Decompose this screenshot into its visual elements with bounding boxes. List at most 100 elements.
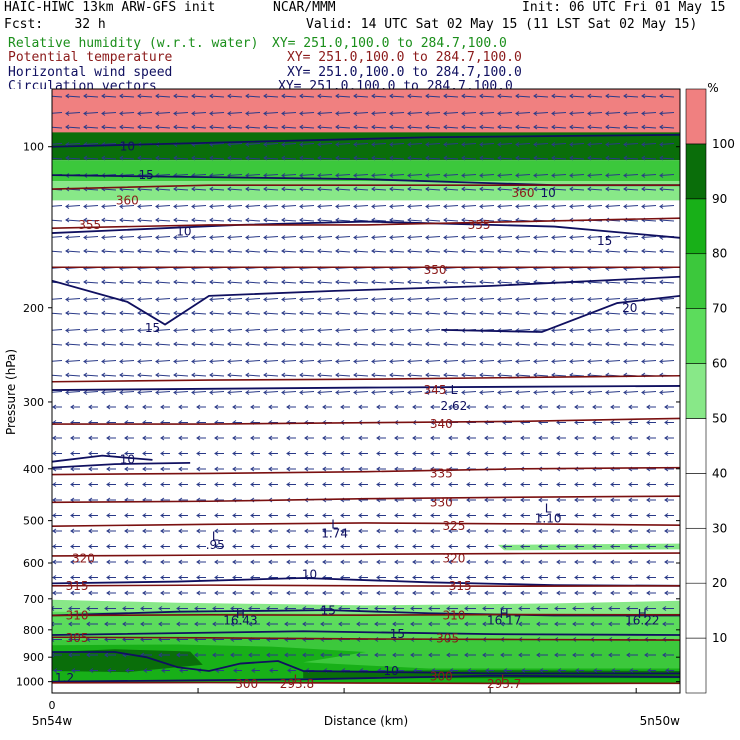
- vector-117: [263, 143, 279, 145]
- vector-539: [299, 329, 315, 331]
- vector-head-542: [353, 328, 358, 333]
- vector-head-575: [317, 341, 322, 347]
- vector-head-715: [322, 404, 327, 410]
- vector-head-1061: [250, 559, 255, 565]
- vector-272: [533, 205, 549, 207]
- vector-head-723: [466, 404, 471, 410]
- vector-313: [641, 219, 657, 222]
- vector-head-92: [443, 124, 448, 130]
- vector-head-653: [461, 372, 466, 378]
- vector-head-793: [466, 435, 471, 441]
- vector-head-356: [155, 248, 160, 254]
- vector-head-788: [376, 435, 381, 441]
- vector-587: [533, 343, 549, 346]
- vector-head-1056: [160, 559, 165, 565]
- vector-head-493: [101, 310, 106, 316]
- vector-head-691: [515, 390, 520, 395]
- vector-558: [641, 329, 657, 331]
- vector-122: [353, 143, 369, 145]
- vector-head-646: [335, 372, 340, 378]
- vector-383: [641, 250, 657, 253]
- vector-216: [155, 188, 171, 191]
- vector-head-1329: [665, 668, 670, 673]
- vector-head-11: [245, 93, 250, 99]
- vector-63: [551, 112, 567, 114]
- vector-head-323: [191, 235, 196, 240]
- vector-382: [623, 250, 639, 253]
- vector-275: [587, 205, 603, 207]
- vector-55: [407, 112, 423, 114]
- vector-682: [353, 391, 369, 393]
- vector-head-700: [52, 404, 57, 410]
- vector-head-1148: [556, 590, 561, 596]
- vector-head-1133: [286, 590, 291, 596]
- vector-head-135: [587, 142, 592, 147]
- vector-23: [461, 95, 477, 98]
- vector-96: [515, 126, 531, 129]
- vector-49: [299, 112, 315, 114]
- vector-head-25: [497, 93, 502, 99]
- vector-head-608: [281, 359, 286, 364]
- vector-head-1292: [626, 652, 631, 658]
- vector-head-539: [299, 328, 304, 333]
- vector-head-481: [515, 297, 520, 302]
- vector-head-998: [376, 528, 381, 534]
- vector-head-248: [101, 204, 106, 209]
- vector-head-154: [299, 155, 304, 161]
- vector-head-1164: [212, 606, 217, 611]
- vector-head-1191: [68, 621, 73, 627]
- vector-head-369: [389, 248, 394, 254]
- vector-183: [191, 174, 207, 176]
- vector-338: [461, 236, 477, 238]
- vector-head-815: [232, 451, 237, 456]
- vector-229: [389, 188, 405, 191]
- wind-contour-7: [52, 462, 191, 469]
- vector-head-1009: [574, 528, 579, 534]
- vector-260: [317, 205, 333, 207]
- vector-455: [52, 298, 63, 300]
- vector-head-957: [268, 513, 273, 518]
- vector-head-246: [65, 204, 70, 209]
- vector-head-527: [83, 328, 88, 333]
- vector-head-1183: [554, 606, 559, 611]
- vector-196: [425, 174, 441, 176]
- vector-180: [137, 174, 153, 176]
- isentrope-325: [52, 522, 680, 527]
- vector-head-988: [196, 528, 201, 534]
- vector-436: [335, 281, 351, 284]
- vector-head-61: [515, 111, 520, 116]
- vector-head-1136: [340, 590, 345, 596]
- vector-head-422: [83, 279, 88, 285]
- vector-470: [317, 298, 333, 300]
- vector-head-325: [227, 235, 232, 240]
- vector-303: [461, 219, 477, 222]
- vector-348: [641, 236, 657, 238]
- vector-head-46: [245, 111, 250, 116]
- wind-label-7: 15: [390, 627, 405, 641]
- vector-head-1306: [251, 668, 256, 673]
- y-tick-label-800: 800: [23, 624, 44, 637]
- vector-head-1300: [143, 668, 148, 673]
- vector-head-703: [106, 404, 111, 410]
- vector-head-697: [623, 390, 628, 395]
- vector-225: [317, 188, 333, 191]
- vector-245: [52, 205, 63, 207]
- vector-head-771: [70, 435, 75, 441]
- vector-head-582: [443, 341, 448, 347]
- vector-559: [659, 329, 675, 331]
- vector-head-1323: [557, 668, 562, 673]
- vector-145: [137, 157, 153, 160]
- vector-551: [515, 329, 531, 331]
- vector-203: [551, 174, 567, 176]
- vector-head-1005: [502, 528, 507, 534]
- vector-head-784: [304, 435, 309, 441]
- vector-head-357: [173, 248, 178, 254]
- vector-head-677: [263, 390, 268, 395]
- vector-head-1031: [340, 544, 345, 549]
- vector-head-887: [268, 482, 273, 487]
- vector-head-204: [569, 173, 574, 178]
- vector-318: [101, 236, 117, 238]
- vector-head-969: [484, 513, 489, 518]
- vector-350: [52, 250, 63, 253]
- vector-356: [155, 250, 171, 253]
